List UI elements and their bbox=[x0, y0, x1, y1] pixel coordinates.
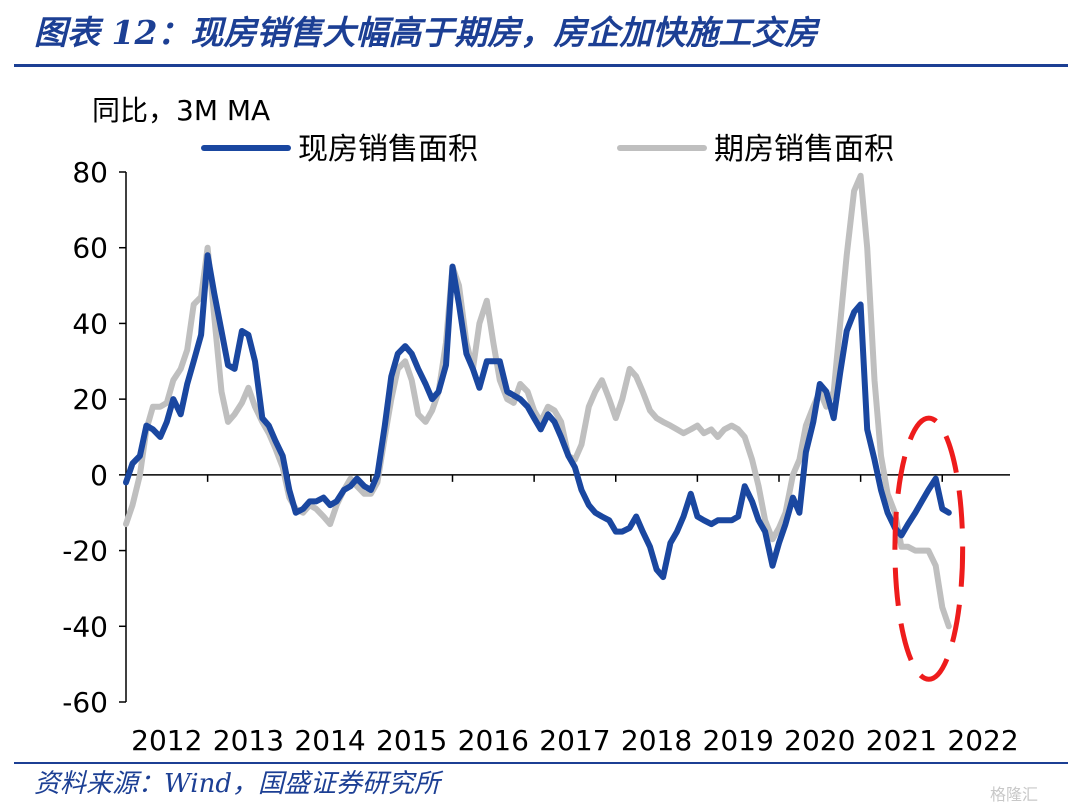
y-tick-labels: 80 60 40 20 0 -20 -40 -60 bbox=[62, 156, 108, 719]
legend-label: 现房销售面积 bbox=[298, 132, 478, 167]
y-tick-label: -60 bbox=[62, 686, 108, 719]
y-tick-label: 80 bbox=[72, 156, 108, 189]
line-chart: 同比，3M MA 80 60 40 20 0 -20 -40 -60 2012 2013 2014… bbox=[62, 94, 1019, 757]
annotations bbox=[892, 415, 966, 682]
x-tick-label: 2019 bbox=[703, 724, 774, 757]
x-tick-label: 2018 bbox=[621, 724, 692, 757]
y-tick-label: 60 bbox=[72, 232, 108, 265]
y-tick-label: -20 bbox=[62, 535, 108, 568]
y-tick-label: -40 bbox=[62, 610, 108, 643]
x-tick-label: 2017 bbox=[539, 724, 610, 757]
source-note: 资料来源：Wind，国盛证券研究所 bbox=[34, 769, 440, 799]
series-line-presale-home bbox=[123, 172, 952, 630]
source-divider bbox=[14, 762, 1068, 764]
y-axis-label: 同比，3M MA bbox=[92, 94, 270, 127]
x-tick-label: 2022 bbox=[947, 724, 1018, 757]
legend: 现房销售面积 期房销售面积 bbox=[201, 132, 894, 167]
x-tick-label: 2014 bbox=[294, 724, 365, 757]
series-line-existing-home bbox=[123, 252, 952, 581]
highlight-ellipse bbox=[892, 415, 966, 682]
x-tick-label: 2015 bbox=[376, 724, 447, 757]
x-tick-label: 2013 bbox=[213, 724, 284, 757]
chart-title: 图表 12：现房销售大幅高于期房，房企加快施工交房 bbox=[34, 13, 818, 52]
title-divider bbox=[14, 64, 1068, 67]
axes bbox=[119, 171, 1010, 703]
watermark: 格隆汇 bbox=[990, 785, 1039, 804]
x-tick-label: 2020 bbox=[784, 724, 855, 757]
x-tick-label: 2016 bbox=[458, 724, 529, 757]
legend-label: 期房销售面积 bbox=[714, 132, 894, 167]
y-tick-label: 40 bbox=[72, 307, 108, 340]
y-tick-label: 20 bbox=[72, 383, 108, 416]
x-tick-labels: 2012 2013 2014 2015 2016 2017 2018 2019 2020 2021… bbox=[131, 724, 1019, 757]
x-tick-label: 2021 bbox=[866, 724, 937, 757]
y-tick-label: 0 bbox=[90, 459, 108, 492]
x-tick-label: 2012 bbox=[131, 724, 202, 757]
series-lines bbox=[123, 172, 952, 630]
